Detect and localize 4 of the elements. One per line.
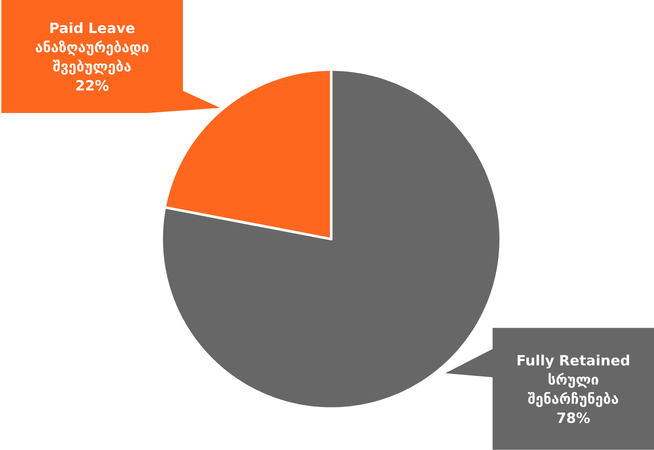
slice-label: Paid Leave ანაზღაურებადი შვებულება	[36, 22, 148, 75]
data-label: 78%	[557, 412, 590, 424]
slice-label: Fully Retained სრული შენარჩუნება	[518, 354, 630, 408]
data-label: 22%	[76, 80, 109, 91]
